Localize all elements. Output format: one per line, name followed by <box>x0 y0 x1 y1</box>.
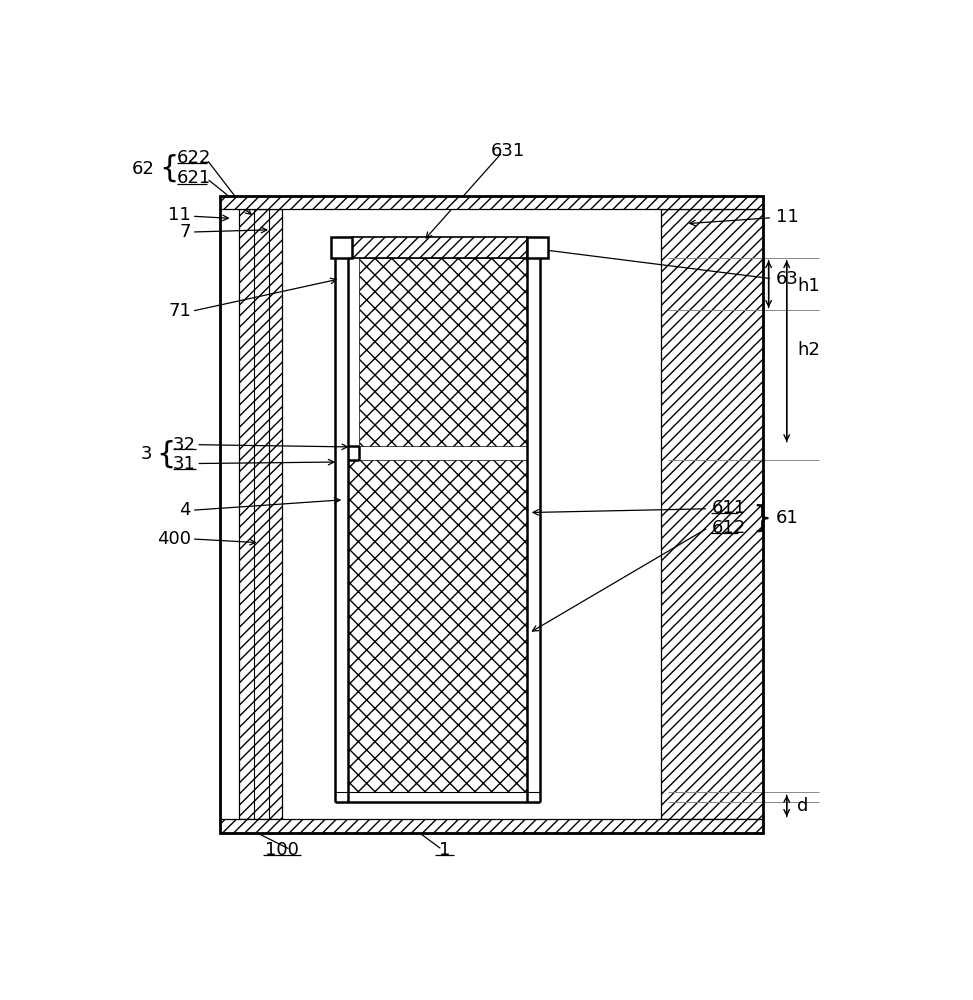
Text: 71: 71 <box>168 302 191 320</box>
Bar <box>661 209 763 819</box>
Text: }: } <box>752 503 772 532</box>
Text: 32: 32 <box>173 436 196 454</box>
Text: 31: 31 <box>173 455 196 473</box>
Text: 400: 400 <box>157 530 191 548</box>
Text: 11: 11 <box>168 206 191 224</box>
Text: 631: 631 <box>491 142 525 160</box>
Text: 100: 100 <box>266 841 299 859</box>
Text: h1: h1 <box>797 277 820 295</box>
Bar <box>220 196 763 209</box>
Text: d: d <box>797 797 809 815</box>
Bar <box>351 237 527 258</box>
Bar <box>527 237 548 258</box>
Text: {: { <box>160 154 179 183</box>
Text: 621: 621 <box>177 169 211 187</box>
Text: {: { <box>157 439 176 468</box>
Bar <box>331 237 351 258</box>
Bar <box>238 209 282 819</box>
Text: 1: 1 <box>439 841 450 859</box>
Text: 4: 4 <box>179 501 191 519</box>
Text: h2: h2 <box>797 341 820 359</box>
Text: 11: 11 <box>776 208 799 226</box>
Bar <box>220 196 763 833</box>
Text: 622: 622 <box>177 149 211 167</box>
Text: 7: 7 <box>179 223 191 241</box>
Bar <box>220 819 763 833</box>
Text: 63: 63 <box>776 270 799 288</box>
Text: 611: 611 <box>711 499 745 517</box>
Text: 612: 612 <box>711 519 745 537</box>
Text: 62: 62 <box>132 160 155 178</box>
Text: 3: 3 <box>140 445 152 463</box>
Bar <box>348 460 527 792</box>
Text: 61: 61 <box>776 509 799 527</box>
Bar <box>359 258 527 446</box>
